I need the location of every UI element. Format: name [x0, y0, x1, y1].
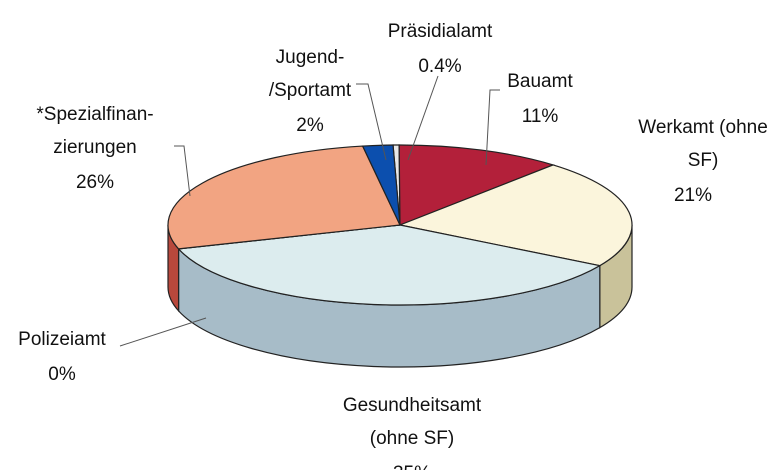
value-label: 35%	[393, 463, 431, 470]
label-line: SF)	[688, 150, 719, 171]
slice	[177, 224, 602, 306]
label-line: zierungen	[53, 137, 136, 158]
value-label: 21%	[674, 185, 712, 206]
value-label: 0.4%	[418, 56, 461, 77]
label-line: Gesundheitsamt	[343, 395, 482, 416]
slice	[398, 144, 555, 226]
slice	[361, 144, 401, 226]
label-line: Polizeiamt	[18, 329, 106, 350]
label-line: Werkamt (ohne	[638, 117, 768, 138]
label-line: Präsidialamt	[388, 21, 493, 42]
slice-label: *Spezialfinan-zierungen	[36, 104, 153, 158]
slice-label: Werkamt (ohne SF)	[638, 117, 768, 171]
label-line: (ohne SF)	[370, 428, 454, 449]
leader-line	[119, 317, 207, 347]
slice-label: Jugend- /Sportamt	[269, 47, 352, 101]
slice-label: Polizeiamt	[18, 329, 106, 350]
slice	[397, 164, 633, 267]
label-line: /Sportamt	[269, 80, 352, 101]
leader-line	[174, 145, 191, 197]
label-line: Jugend-	[276, 47, 345, 68]
label-line: *Spezialfinan-	[36, 104, 153, 125]
slice	[167, 145, 401, 250]
value-label: 26%	[76, 172, 114, 193]
slice-label: Gesundheitsamt (ohne SF)	[343, 395, 482, 449]
slice-label: Präsidialamt	[388, 21, 493, 42]
label-line: Bauamt	[507, 71, 573, 92]
slice-label: Bauamt	[507, 71, 573, 92]
leader-line	[407, 75, 439, 161]
value-label: 0%	[48, 364, 76, 385]
value-label: 11%	[522, 106, 559, 127]
value-label: 2%	[296, 115, 324, 136]
leader-line	[485, 89, 500, 166]
leader-line	[356, 83, 387, 161]
